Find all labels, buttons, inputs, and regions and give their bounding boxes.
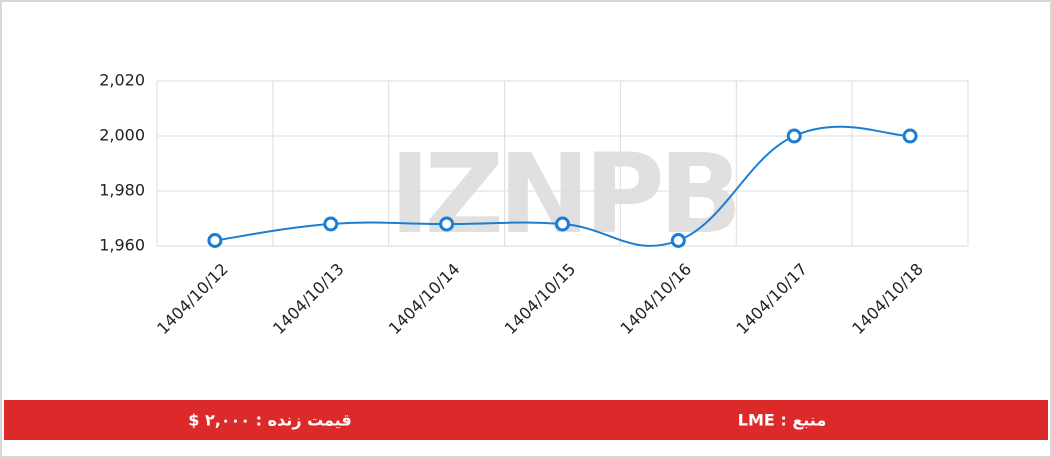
footer-source: منبع : LME bbox=[738, 411, 826, 430]
point bbox=[439, 216, 455, 232]
point bbox=[555, 216, 570, 232]
x-tick-label: 1404/10/15 bbox=[501, 259, 580, 338]
y-tick-label: 2,000 bbox=[99, 126, 145, 145]
x-tick-label: 1404/10/12 bbox=[153, 259, 232, 338]
x-tick-label: 1404/10/14 bbox=[385, 259, 464, 338]
point bbox=[902, 128, 918, 144]
point bbox=[207, 233, 223, 248]
x-tick-label: 1404/10/16 bbox=[617, 259, 696, 338]
footer-price: قیمت زنده : ۲,۰۰۰ $ bbox=[188, 411, 352, 430]
x-tick-label: 1404/10/17 bbox=[732, 259, 811, 338]
y-tick-label: 1,960 bbox=[99, 236, 145, 255]
point bbox=[670, 233, 686, 248]
point bbox=[786, 128, 802, 144]
y-tick-label: 1,980 bbox=[99, 181, 145, 200]
x-tick-label: 1404/10/18 bbox=[848, 259, 927, 338]
x-tick-label: 1404/10/13 bbox=[269, 259, 348, 338]
y-tick-label: 2,020 bbox=[99, 71, 145, 90]
point bbox=[323, 216, 339, 232]
footer-bar bbox=[4, 400, 1048, 440]
